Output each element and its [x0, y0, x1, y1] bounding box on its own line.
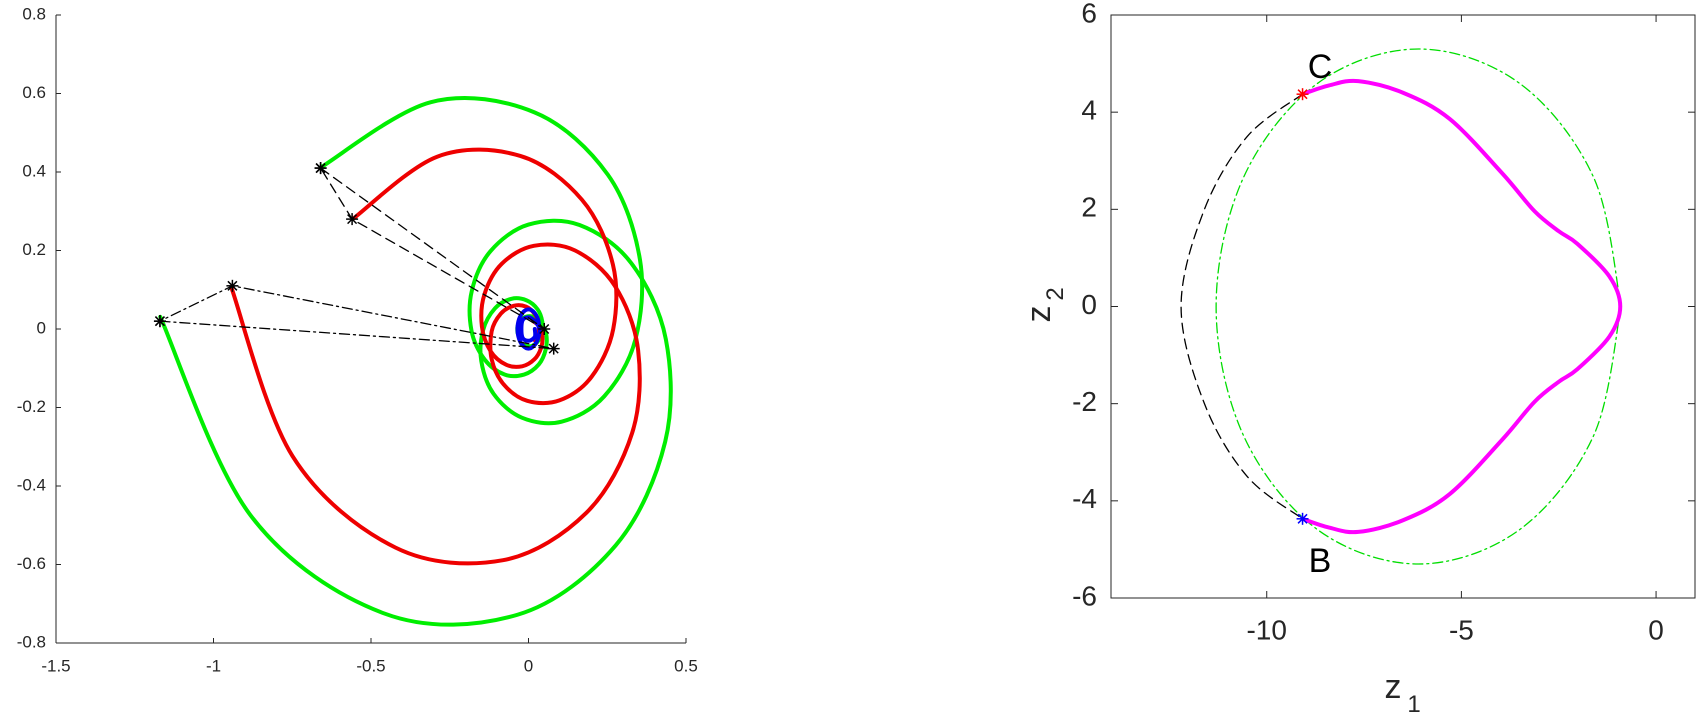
curve — [319, 167, 545, 330]
star-marker — [1296, 88, 1309, 101]
curve — [1300, 78, 1623, 535]
y-tick-label: -0.4 — [17, 475, 46, 494]
y-tick-label: 0.4 — [22, 161, 46, 180]
star-stroke — [1297, 89, 1308, 100]
y-tick-label: 6 — [1081, 0, 1097, 28]
star-stroke — [347, 214, 358, 225]
star-stroke — [227, 280, 238, 291]
x-tick-label: -0.5 — [356, 656, 385, 675]
star-stroke — [548, 343, 559, 354]
star-stroke — [1297, 513, 1308, 524]
star-marker — [153, 315, 166, 328]
y-tick-label: -0.2 — [17, 397, 46, 416]
curve — [229, 242, 642, 566]
y-tick-label: 4 — [1081, 95, 1097, 126]
x-tick-label: 0 — [1648, 614, 1664, 645]
y-tick-label: -4 — [1072, 483, 1097, 514]
star-marker — [314, 162, 327, 175]
star-marker — [1296, 512, 1309, 525]
star-marker — [226, 279, 239, 292]
y-tick-label: -6 — [1072, 580, 1097, 611]
annotation: C — [1308, 48, 1333, 86]
star-marker — [547, 342, 560, 355]
star-marker — [346, 213, 359, 226]
star-stroke — [154, 316, 165, 327]
y-tick-label: 0.2 — [22, 240, 46, 259]
x-tick-label: -5 — [1449, 614, 1474, 645]
y-tick-label: 0.8 — [22, 4, 46, 23]
y-tick-label: 0 — [37, 318, 46, 337]
y-tick-label: -0.8 — [17, 632, 46, 651]
y-axis-label-subscript: 2 — [1042, 287, 1069, 300]
y-tick-label: -2 — [1072, 386, 1097, 417]
star-marker — [538, 323, 551, 335]
axes-box — [1110, 14, 1696, 599]
curve — [1215, 48, 1622, 565]
curve — [159, 285, 555, 350]
star-stroke — [315, 163, 326, 174]
x-axis-label: z — [1385, 668, 1402, 706]
curve — [1180, 93, 1304, 520]
star-stroke — [539, 323, 550, 335]
annotation: B — [1309, 542, 1332, 580]
y-tick-label: 2 — [1081, 192, 1097, 223]
x-tick-label: -1 — [206, 656, 221, 675]
curve — [515, 307, 542, 351]
x-tick-label: -10 — [1246, 614, 1286, 645]
x-tick-label: -1.5 — [41, 656, 70, 675]
y-tick-label: -0.6 — [17, 554, 46, 573]
x-axis-label-subscript: 1 — [1407, 691, 1420, 718]
y-tick-label: 0 — [1081, 289, 1097, 320]
x-tick-label: 0.5 — [674, 656, 698, 675]
curve — [351, 147, 619, 406]
x-tick-label: 0 — [524, 656, 533, 675]
y-tick-label: 0.6 — [22, 83, 46, 102]
y-axis-label: z — [1020, 306, 1058, 323]
